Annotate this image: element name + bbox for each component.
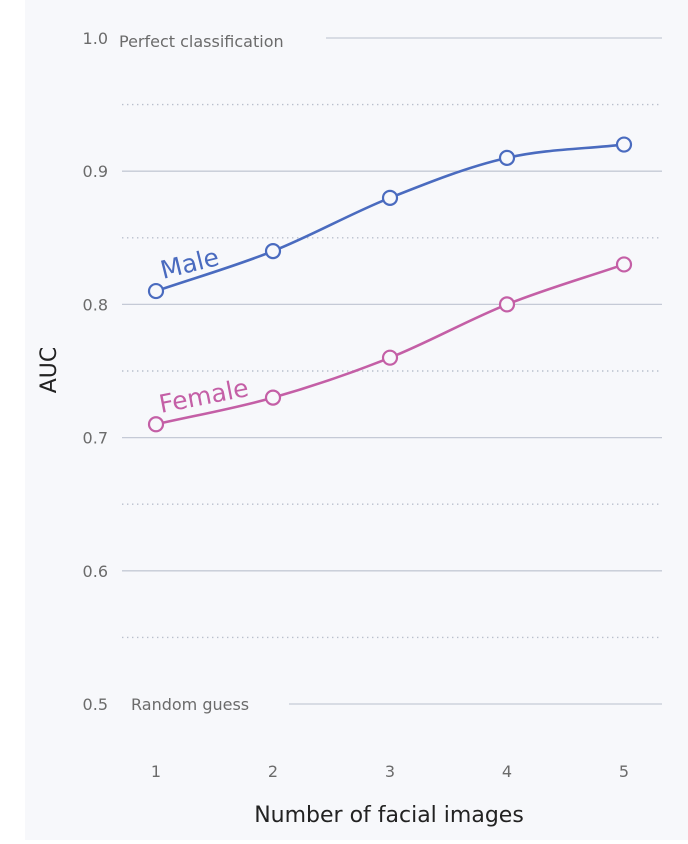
male-data-point bbox=[498, 149, 516, 166]
y-tick-labels: 0.5 0.6 0.7 0.8 0.9 1.0 bbox=[83, 29, 108, 714]
male-data-point bbox=[264, 243, 282, 260]
x-tick-label: 3 bbox=[385, 762, 395, 781]
x-tick-label: 4 bbox=[502, 762, 512, 781]
y-tick-label: 0.7 bbox=[83, 429, 108, 448]
female-data-point bbox=[498, 296, 516, 313]
y-axis-title: AUC bbox=[37, 347, 62, 394]
plot-background bbox=[25, 0, 688, 840]
random-guess-label: Random guess bbox=[131, 695, 249, 714]
x-axis-title: Number of facial images bbox=[254, 803, 524, 828]
male-data-point bbox=[381, 189, 399, 206]
y-tick-label: 0.9 bbox=[83, 162, 108, 181]
female-data-point bbox=[264, 389, 282, 406]
y-tick-label: 0.5 bbox=[83, 695, 108, 714]
male-data-point bbox=[147, 282, 165, 300]
y-tick-label: 1.0 bbox=[83, 29, 108, 48]
female-data-point bbox=[615, 256, 633, 273]
male-data-point bbox=[615, 136, 633, 153]
x-tick-label: 5 bbox=[619, 762, 629, 781]
x-tick-label: 1 bbox=[151, 762, 161, 781]
female-data-point bbox=[147, 416, 165, 433]
x-tick-label: 2 bbox=[268, 762, 278, 781]
perfect-classification-label: Perfect classification bbox=[119, 32, 284, 51]
y-tick-label: 0.8 bbox=[83, 295, 108, 314]
female-data-point bbox=[381, 349, 399, 366]
grid-layer bbox=[122, 37, 662, 705]
x-tick-labels: 1 2 3 4 5 bbox=[151, 762, 629, 781]
y-tick-label: 0.6 bbox=[83, 562, 108, 581]
